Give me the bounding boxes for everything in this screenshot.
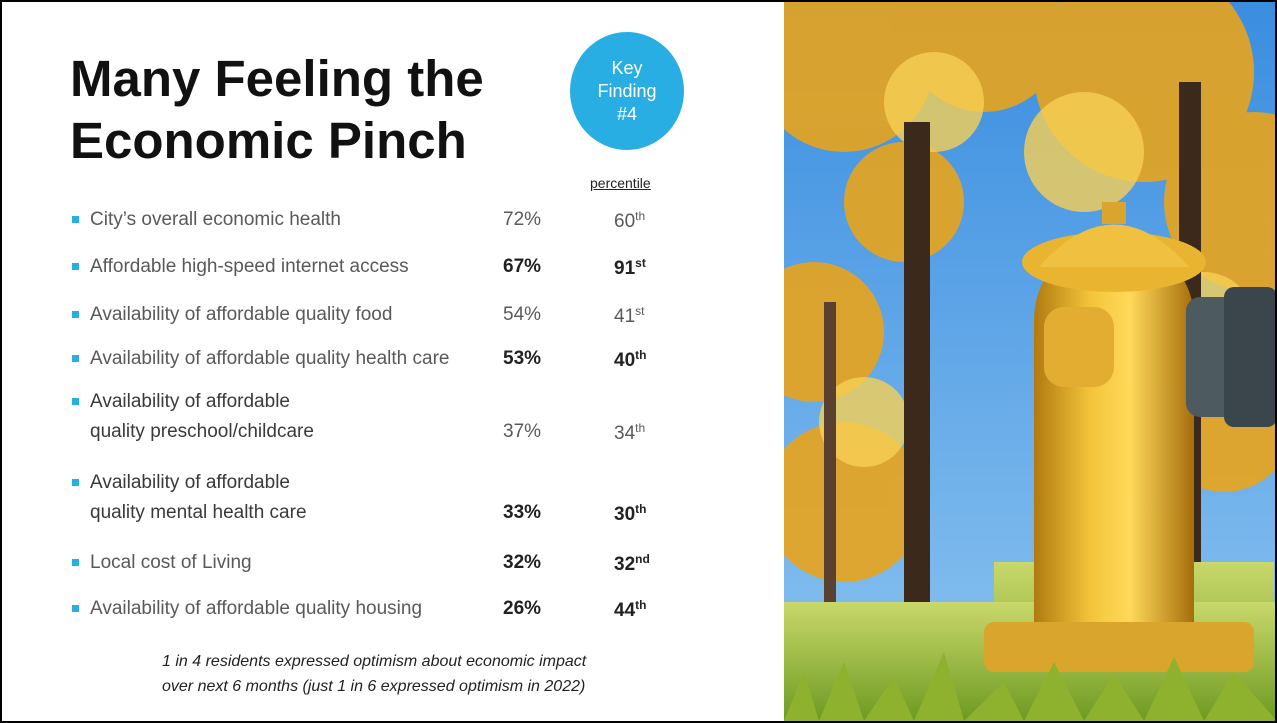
badge-line: Finding [597,80,656,103]
percentile: 91st [614,256,646,280]
percentile-number: 91 [614,258,635,279]
footnote-line: 1 in 4 residents expressed optimism abou… [162,649,642,674]
label-line: Availability of affordable quality food [90,300,392,330]
percentile: 41st [614,304,644,328]
percentile-number: 40 [614,350,635,371]
percentile: 30th [614,502,646,526]
footnote-line: over next 6 months (just 1 in 6 expresse… [162,674,642,699]
title-line: Economic Pinch [70,110,484,172]
percentile-suffix: th [635,598,646,612]
percentile-number: 32 [614,554,635,575]
percentile: 34th [614,421,645,445]
label-line: quality preschool/childcare [90,417,314,447]
label-line: Availability of affordable quality healt… [90,344,449,374]
percent: 54% [503,304,541,326]
percent: 26% [503,598,541,620]
percentile-suffix: th [635,502,646,516]
label: Affordable high-speed internet access [90,252,409,282]
percentile: 60th [614,209,645,233]
bullet [72,263,79,270]
percentile-number: 44 [614,600,635,621]
percent: 53% [503,348,541,370]
label: Availability of affordable quality healt… [90,344,449,374]
percent: 67% [503,256,541,278]
bullet [72,216,79,223]
percentile-suffix: th [635,348,646,362]
label-line: Availability of affordable [90,387,314,417]
bullet [72,605,79,612]
label-line: Affordable high-speed internet access [90,252,409,282]
percentile-number: 34 [614,423,635,444]
label: Local cost of Living [90,548,252,578]
badge-line: #4 [617,103,637,126]
percent: 32% [503,552,541,574]
percent: 72% [503,209,541,231]
percentile-suffix: st [635,304,644,318]
footnote: 1 in 4 residents expressed optimism abou… [162,649,642,699]
percentile-suffix: nd [635,552,650,566]
label: City’s overall economic health [90,205,341,235]
label: Availability of affordable quality food [90,300,392,330]
badge-line: Key [611,57,642,80]
percentile-suffix: st [635,256,646,270]
slide: Many Feeling theEconomic Pinch KeyFindin… [0,0,1277,723]
bullet [72,398,79,405]
percentile-header: percentile [590,175,651,191]
bullet [72,355,79,362]
percent: 37% [503,421,541,443]
percentile-number: 41 [614,306,635,327]
label-line: Availability of affordable [90,468,307,498]
bullet [72,479,79,486]
bullet [72,311,79,318]
percentile-suffix: th [635,421,645,435]
bullet [72,559,79,566]
label-line: City’s overall economic health [90,205,341,235]
photo [784,2,1277,721]
label-line: Local cost of Living [90,548,252,578]
percent: 33% [503,502,541,524]
percentile: 40th [614,348,646,372]
percentile-number: 60 [614,211,635,232]
label-line: quality mental health care [90,498,307,528]
percentile-number: 30 [614,504,635,525]
percentile-suffix: th [635,209,645,223]
label: Availability of affordable quality housi… [90,594,422,624]
label-line: Availability of affordable quality housi… [90,594,422,624]
percentile: 32nd [614,552,650,576]
title-line: Many Feeling the [70,48,484,110]
percentile: 44th [614,598,646,622]
